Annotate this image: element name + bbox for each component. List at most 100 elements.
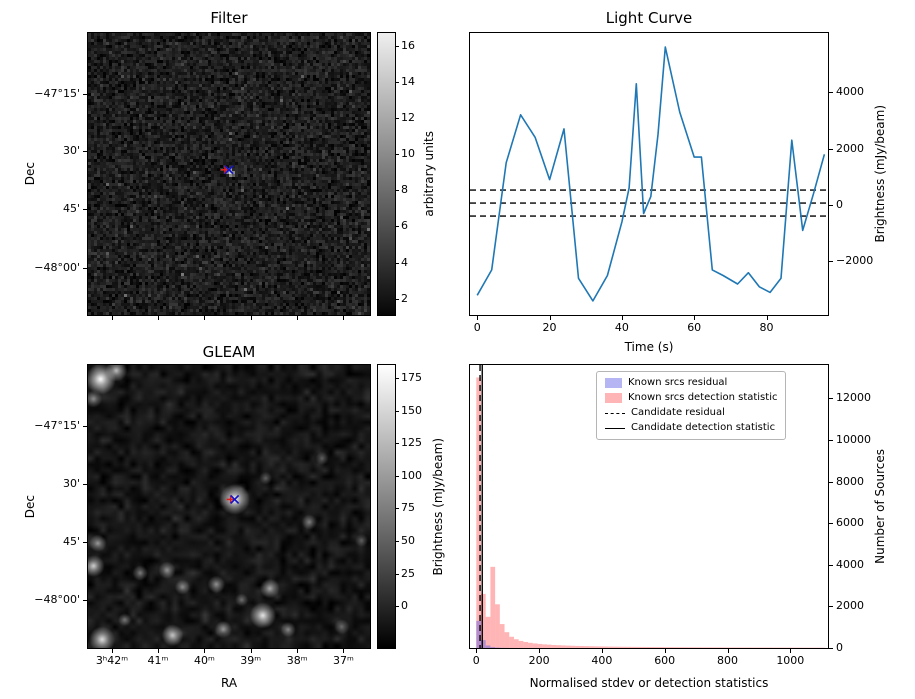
filter-colorbar bbox=[377, 32, 396, 316]
dec-tick-label: 45' bbox=[62, 534, 80, 548]
dec-tick-label: −48°00' bbox=[34, 260, 80, 274]
light-curve-axes bbox=[469, 32, 829, 316]
tick-mark bbox=[396, 226, 399, 228]
tick-mark bbox=[83, 541, 87, 543]
tick-mark bbox=[829, 148, 833, 150]
legend-item-known-residual: Known srcs residual bbox=[605, 377, 777, 389]
ra-tick-label: 39ᵐ bbox=[240, 654, 262, 667]
filter-candidate-marker bbox=[221, 165, 234, 175]
lc-y-tick-label: 4000 bbox=[836, 85, 864, 99]
hist-x-tick-label: 800 bbox=[717, 654, 738, 667]
tick-mark bbox=[829, 481, 833, 483]
legend-item-candidate-residual: Candidate residual bbox=[605, 407, 777, 419]
tick-mark bbox=[396, 298, 399, 300]
light-curve-ylabel-text: Brightness (mJy/beam) bbox=[873, 105, 887, 243]
hist-ylabel-text: Number of Sources bbox=[873, 449, 887, 564]
legend-dashed-line-icon bbox=[605, 412, 625, 414]
filter-cbar-tick-label: 8 bbox=[401, 183, 408, 197]
light-curve-ylabel: Brightness (mJy/beam) bbox=[872, 33, 888, 315]
tick-mark bbox=[297, 316, 299, 320]
tick-mark bbox=[396, 508, 399, 510]
tick-mark bbox=[396, 573, 399, 575]
tick-mark bbox=[83, 600, 87, 602]
light-curve-xlabel: Time (s) bbox=[624, 340, 674, 354]
filter-axes bbox=[87, 32, 371, 316]
histogram-plot bbox=[476, 365, 825, 648]
lc-x-tick-label: 40 bbox=[614, 321, 629, 334]
filter-cbar-tick-label: 14 bbox=[401, 74, 415, 88]
gleam-cbar-tick-label: 25 bbox=[401, 566, 415, 580]
tick-mark bbox=[111, 316, 113, 320]
tick-mark bbox=[396, 190, 399, 192]
tick-mark bbox=[111, 649, 113, 653]
tick-mark bbox=[396, 262, 399, 264]
lc-x-tick-label: 20 bbox=[542, 321, 557, 334]
tick-mark bbox=[829, 648, 833, 649]
tick-mark bbox=[83, 151, 87, 153]
tick-mark bbox=[694, 316, 696, 320]
gleam-xlabel: RA bbox=[220, 676, 238, 690]
tick-mark bbox=[396, 45, 399, 47]
gleam-cbar-tick-label: 100 bbox=[401, 468, 422, 482]
dec-tick-label: −48°00' bbox=[34, 593, 80, 607]
filter-noise-image bbox=[88, 33, 370, 315]
tick-mark bbox=[829, 523, 833, 525]
gleam-cbar-tick-label: 125 bbox=[401, 436, 422, 450]
filter-cbar-tick-label: 12 bbox=[401, 110, 415, 124]
tick-mark bbox=[829, 606, 833, 608]
hist-x-tick-label: 1000 bbox=[776, 654, 805, 667]
hist-y-tick-label: 0 bbox=[836, 641, 843, 654]
tick-mark bbox=[477, 316, 479, 320]
hist-y-tick-label: 6000 bbox=[836, 516, 864, 530]
hist-x-tick-label: 200 bbox=[528, 654, 550, 667]
tick-mark bbox=[204, 316, 206, 320]
tick-mark bbox=[83, 209, 87, 211]
legend-label-known-detstat: Known srcs detection statistic bbox=[628, 392, 778, 403]
dec-tick-label: 45' bbox=[62, 202, 80, 216]
tick-mark bbox=[621, 316, 623, 320]
legend-solid-line-icon bbox=[605, 427, 625, 429]
tick-mark bbox=[396, 606, 399, 608]
tick-mark bbox=[250, 316, 252, 320]
gleam-cbar-tick-label: 175 bbox=[401, 371, 422, 385]
light-curve-title: Light Curve bbox=[605, 9, 693, 27]
tick-mark bbox=[549, 316, 551, 320]
dec-tick-label: 30' bbox=[62, 144, 80, 158]
tick-mark bbox=[157, 649, 159, 653]
tick-mark bbox=[829, 92, 833, 94]
filter-cbar-tick-label: 4 bbox=[401, 255, 408, 269]
tick-mark bbox=[829, 564, 833, 566]
tick-mark bbox=[204, 649, 206, 653]
gleam-axes bbox=[87, 364, 371, 649]
filter-colorbar-label: arbitrary units bbox=[421, 33, 437, 315]
tick-mark bbox=[396, 378, 399, 380]
tick-mark bbox=[297, 649, 299, 653]
tick-mark bbox=[476, 649, 478, 653]
filter-cbar-tick-label: 6 bbox=[401, 219, 408, 233]
tick-mark bbox=[829, 261, 833, 263]
legend-label-known-residual: Known srcs residual bbox=[628, 377, 728, 388]
filter-title: Filter bbox=[210, 9, 248, 27]
gleam-cbar-tick-label: 150 bbox=[401, 403, 422, 417]
tick-mark bbox=[727, 649, 729, 653]
tick-mark bbox=[343, 316, 345, 320]
ra-tick-label: 37ᵐ bbox=[333, 654, 354, 667]
gleam-title: GLEAM bbox=[202, 343, 256, 361]
hist-y-tick-label: 8000 bbox=[836, 474, 864, 488]
legend-label-candidate-detstat: Candidate detection statistic bbox=[631, 422, 776, 433]
ra-tick-label: 38ᵐ bbox=[286, 654, 308, 667]
ra-tick-label: 3ʰ42ᵐ bbox=[95, 654, 129, 667]
tick-mark bbox=[664, 649, 666, 653]
tick-mark bbox=[396, 475, 399, 477]
light-curve-plot bbox=[470, 46, 828, 302]
filter-colorbar-label-text: arbitrary units bbox=[422, 131, 436, 217]
tick-mark bbox=[83, 267, 87, 269]
tick-mark bbox=[83, 425, 87, 427]
tick-mark bbox=[829, 205, 833, 207]
ra-tick-label: 40ᵐ bbox=[194, 654, 215, 667]
hist-legend: Known srcs residual Known srcs detection… bbox=[596, 371, 787, 440]
lc-y-tick-label: 2000 bbox=[836, 141, 864, 155]
hist-y-tick-label: 10000 bbox=[836, 432, 871, 446]
legend-item-candidate-detstat: Candidate detection statistic bbox=[605, 422, 777, 434]
